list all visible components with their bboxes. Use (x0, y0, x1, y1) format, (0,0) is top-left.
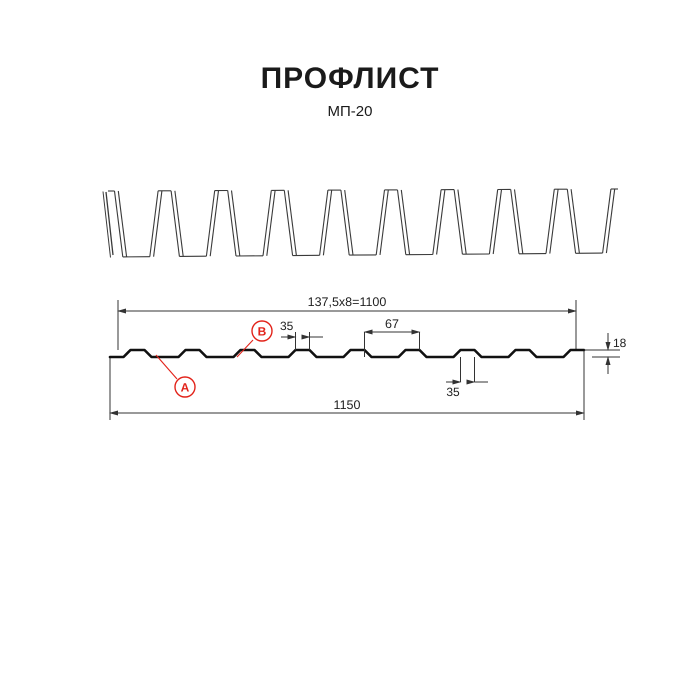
svg-text:35: 35 (280, 319, 294, 333)
svg-text:B: B (258, 325, 267, 339)
svg-text:137,5x8=1100: 137,5x8=1100 (308, 295, 387, 309)
svg-text:A: A (181, 381, 190, 395)
svg-text:1150: 1150 (334, 398, 361, 412)
svg-text:35: 35 (446, 385, 460, 399)
svg-text:18: 18 (613, 336, 627, 350)
svg-text:67: 67 (385, 317, 399, 331)
